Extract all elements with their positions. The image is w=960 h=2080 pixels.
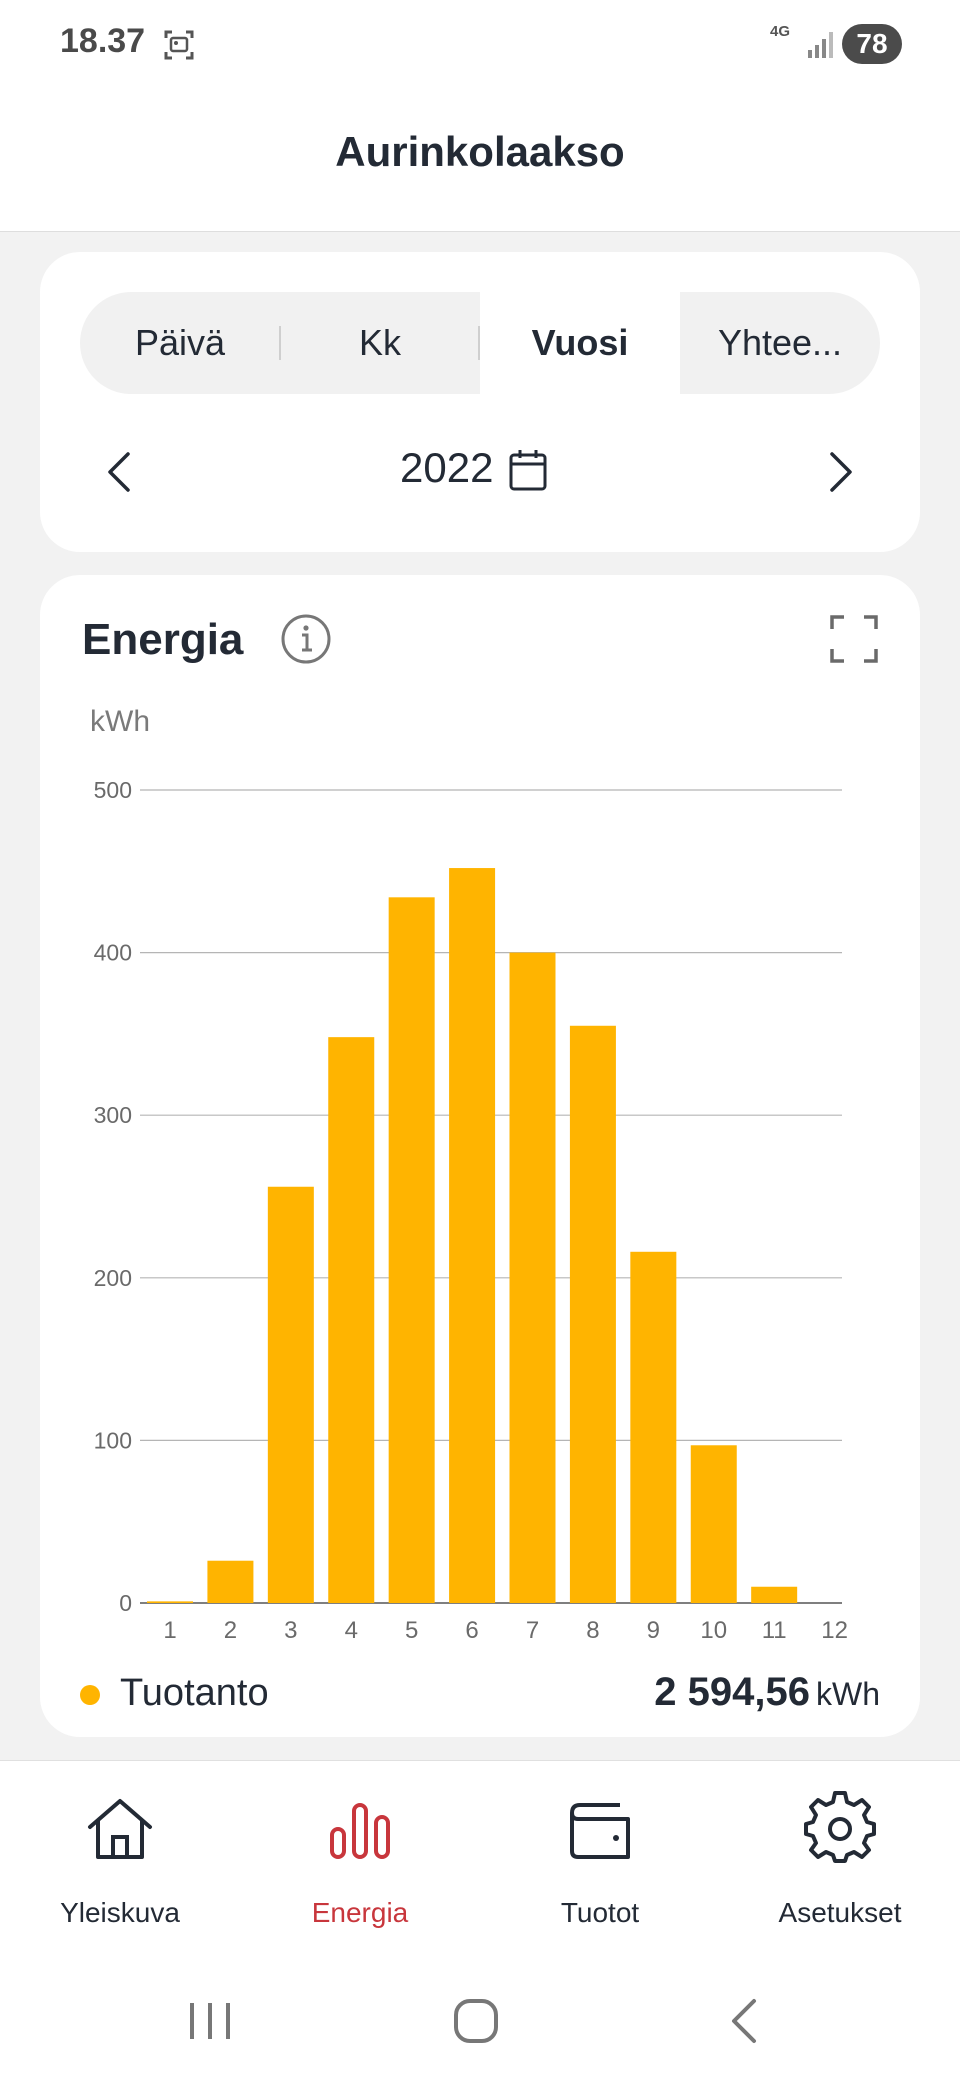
nav-item-earnings[interactable]: Tuotot: [480, 1761, 720, 1951]
status-bar: 18.37 4G 78: [0, 0, 960, 90]
system-navigation-bar: [0, 1981, 960, 2061]
x-tick-label: 4: [345, 1617, 358, 1644]
nav-item-energy[interactable]: Energia: [240, 1761, 480, 1951]
tab-total[interactable]: Yhtee...: [717, 322, 843, 363]
y-tick-label: 500: [94, 777, 132, 803]
year-navigator: 2022: [40, 432, 920, 512]
nav-label-overview: Yleiskuva: [60, 1897, 180, 1928]
page-title: Aurinkolaakso: [335, 128, 625, 175]
x-tick-label: 10: [700, 1617, 727, 1644]
bar-month-11[interactable]: [751, 1586, 798, 1603]
nav-label-energy: Energia: [311, 1897, 409, 1928]
gear-icon: [804, 1791, 876, 1863]
nav-label-settings: Asetukset: [778, 1897, 902, 1928]
energy-title: Energia: [82, 615, 244, 664]
x-tick-label: 8: [586, 1617, 599, 1644]
x-tick-label: 3: [284, 1617, 297, 1644]
period-tabs: Päivä Kk Vuosi Yhtee...: [80, 292, 880, 394]
wallet-icon: [570, 1803, 630, 1859]
battery-indicator: 78: [842, 24, 902, 64]
total-value: 2 594,56: [654, 1670, 810, 1714]
chevron-left-icon[interactable]: [90, 442, 150, 502]
energy-card: Energia kWh 0 100 200 300 400 500 1 2 3 4 5 6 7 8 9 10 1…: [40, 575, 920, 1737]
bar-month-8[interactable]: [569, 1025, 616, 1603]
screenshot-icon: [164, 30, 194, 60]
period-selector-card: Päivä Kk Vuosi Yhtee... 2022: [40, 252, 920, 552]
y-tick-label: 300: [94, 1102, 132, 1128]
status-time: 18.37: [60, 22, 146, 60]
bar-month-4[interactable]: [328, 1037, 375, 1603]
recent-apps-icon[interactable]: [170, 1981, 250, 2061]
home-button-icon[interactable]: [436, 1981, 516, 2061]
back-icon[interactable]: [706, 1981, 786, 2061]
tab-divider: [279, 326, 281, 360]
x-tick-label: 11: [762, 1617, 787, 1644]
fullscreen-icon[interactable]: [830, 615, 878, 663]
bar-chart-icon: [330, 1803, 390, 1859]
x-tick-label: 2: [224, 1617, 237, 1644]
x-tick-label: 12: [821, 1617, 848, 1644]
year-picker[interactable]: 2022: [400, 432, 600, 512]
tab-month[interactable]: Kk: [358, 322, 401, 363]
bar-month-1[interactable]: [147, 1601, 193, 1603]
app-header: Aurinkolaakso: [0, 90, 960, 232]
y-axis-unit: kWh: [90, 705, 150, 738]
y-tick-label: 200: [94, 1265, 132, 1291]
x-tick-label: 5: [405, 1617, 418, 1644]
bar-month-9[interactable]: [630, 1251, 677, 1603]
tab-year[interactable]: Vuosi: [480, 292, 680, 394]
legend-dot: [80, 1685, 100, 1705]
x-tick-label: 6: [465, 1617, 478, 1644]
calendar-icon: [509, 450, 547, 491]
bar-month-10[interactable]: [690, 1445, 737, 1603]
y-tick-label: 100: [94, 1427, 132, 1453]
selected-year: 2022: [400, 444, 494, 491]
signal-icon: [808, 32, 833, 58]
legend-label: Tuotanto: [120, 1672, 269, 1714]
total-unit: kWh: [816, 1676, 880, 1712]
x-tick-label: 7: [526, 1617, 539, 1644]
bar-month-6[interactable]: [449, 868, 496, 1603]
bar-month-5[interactable]: [388, 897, 435, 1603]
x-tick-label: 1: [163, 1617, 176, 1644]
chevron-right-icon[interactable]: [810, 442, 870, 502]
y-tick-label: 0: [119, 1590, 132, 1616]
nav-item-overview[interactable]: Yleiskuva: [0, 1761, 240, 1951]
x-tick-label: 9: [647, 1617, 660, 1644]
nav-item-settings[interactable]: Asetukset: [720, 1761, 960, 1951]
y-tick-label: 400: [94, 940, 132, 966]
total-production: 2 594,56 kWh: [654, 1670, 880, 1715]
tab-day[interactable]: Päivä: [134, 322, 226, 363]
home-icon: [88, 1799, 152, 1859]
tab-divider: [478, 326, 480, 360]
bar-month-7[interactable]: [509, 952, 556, 1603]
nav-label-earnings: Tuotot: [560, 1897, 640, 1928]
bar-month-3[interactable]: [267, 1186, 314, 1603]
info-icon[interactable]: [280, 613, 332, 665]
network-type-label: 4G: [770, 23, 791, 40]
bar-month-2[interactable]: [207, 1560, 254, 1603]
bottom-navigation: Yleiskuva Energia Tuotot Asetukset: [0, 1760, 960, 2080]
